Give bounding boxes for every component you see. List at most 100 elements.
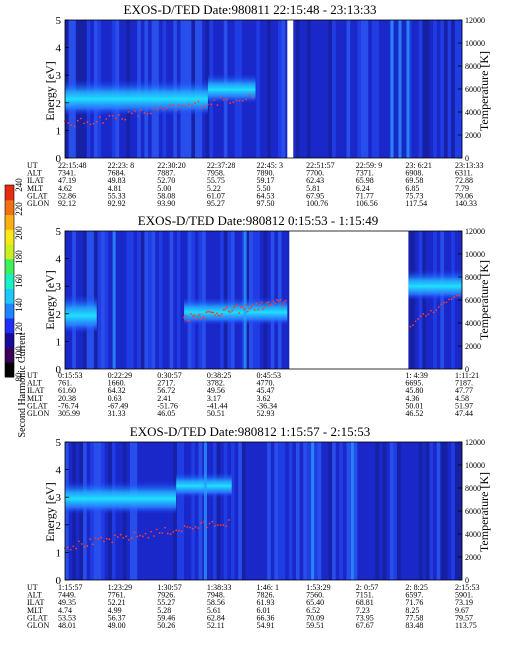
temperature-point	[164, 526, 166, 529]
orbit-table-cell: -41.44	[207, 401, 228, 410]
orbit-table-cell: 6311.	[455, 169, 473, 178]
orbit-table-cell: 1:15:57	[58, 583, 82, 592]
temperature-point	[130, 112, 133, 115]
orbit-table-cell: 6597.	[405, 591, 423, 600]
orbit-table-cell: 64.32	[108, 386, 126, 395]
temperature-point	[159, 106, 162, 108]
temperature-point	[440, 303, 443, 306]
orbit-table-cell: -51.76	[157, 401, 178, 410]
spectrogram-column	[234, 442, 239, 580]
temperature-point	[445, 301, 448, 304]
orbit-table-cell: 1:23:29	[108, 583, 132, 592]
temperature-point	[168, 104, 171, 107]
y2-tick-label: 2000	[465, 553, 481, 562]
temperature-point	[238, 100, 241, 102]
temperature-point	[243, 308, 246, 311]
temperature-point	[215, 312, 218, 315]
temperature-point	[272, 300, 275, 303]
temperature-point	[114, 534, 116, 537]
spectrogram-column	[332, 20, 336, 158]
y-tick-label: 0	[56, 364, 62, 376]
y2-tick-label: 8000	[465, 273, 481, 282]
temperature-point	[248, 93, 251, 96]
orbit-table-cell: 7560.	[306, 591, 324, 600]
temperature-point	[274, 302, 277, 305]
temperature-point	[417, 318, 420, 320]
y2-tick-label: 6000	[465, 296, 481, 305]
panel-1: EXOS-D/TED Date:980811 22:15:48 - 23:13:…	[27, 2, 491, 208]
temperature-point	[118, 114, 120, 116]
orbit-table-cell: 65.98	[356, 176, 374, 185]
temperature-point	[453, 296, 456, 298]
spectrogram-column	[115, 231, 120, 369]
orbit-table-cell: 22:23: 8	[108, 161, 134, 170]
temperature-point	[89, 538, 91, 541]
spectrogram-column	[342, 20, 347, 158]
orbit-table-cell: 2.41	[157, 394, 171, 403]
temperature-point	[108, 538, 111, 541]
orbit-table-cell: 0:15:53	[58, 371, 82, 380]
spectrogram-column	[411, 442, 416, 580]
spectrogram-column	[292, 20, 297, 158]
panel-3-plot-area	[64, 442, 463, 580]
temperature-point	[193, 314, 196, 317]
spectrogram-column	[137, 231, 142, 369]
spectrogram-column	[176, 231, 181, 369]
temperature-point	[83, 546, 86, 548]
orbit-table-cell: 71.76	[405, 598, 423, 607]
orbit-table-cell: 1:11:21	[455, 371, 479, 380]
colorbar-segment	[5, 303, 14, 319]
temperature-point	[75, 547, 78, 550]
colorbar-tick-label: 120	[14, 322, 24, 336]
data-gap	[289, 230, 409, 370]
temperature-point	[232, 101, 235, 104]
temperature-point	[102, 122, 105, 124]
temperature-point	[258, 303, 261, 306]
colorbar-segment	[5, 244, 14, 260]
orbit-row-label: UT	[27, 583, 38, 592]
orbit-table-cell: 22:45: 3	[257, 161, 283, 170]
spectrogram-column	[169, 231, 174, 369]
orbit-table-cell: 75.73	[405, 191, 423, 200]
temperature-point	[169, 533, 172, 535]
orbit-table-cell: 83.48	[405, 621, 423, 630]
temperature-point	[197, 527, 200, 529]
temperature-point	[443, 301, 445, 304]
temperature-point	[241, 305, 244, 308]
colorbar-segment	[5, 185, 14, 201]
orbit-table-cell: 6908.	[405, 169, 423, 178]
temperature-point	[227, 310, 230, 313]
spectrogram-column	[436, 442, 441, 580]
orbit-table-cell: 6.85	[405, 184, 419, 193]
temperature-point	[427, 313, 430, 316]
temperature-point	[435, 309, 438, 312]
temperature-point	[228, 519, 230, 521]
colorbar-tick-label: 80	[14, 372, 24, 382]
spectrogram-column	[375, 20, 380, 158]
spectrogram-column	[353, 20, 358, 158]
orbit-table-cell: 7761.	[108, 591, 126, 600]
spectrogram-column	[418, 442, 423, 580]
spectrogram-column	[433, 442, 438, 580]
orbit-table-cell: 7890.	[257, 169, 275, 178]
y-tick-label: 2	[56, 309, 62, 321]
temperature-point	[414, 320, 417, 323]
temperature-point	[86, 121, 89, 124]
temperature-point	[105, 118, 108, 120]
orbit-table-cell: 22:59: 9	[356, 161, 382, 170]
orbit-table-cell: 7449.	[58, 591, 76, 600]
orbit-table-cell: 71.77	[356, 191, 374, 200]
spectrogram-column	[212, 442, 217, 580]
orbit-table-cell: 2: 8:25	[405, 583, 427, 592]
temperature-point	[143, 112, 146, 114]
temperature-point	[183, 525, 186, 527]
temperature-point	[207, 103, 209, 106]
panel-1-title: EXOS-D/TED Date:980811 22:15:48 - 23:13:…	[124, 2, 377, 17]
colorbar-segment	[5, 229, 14, 245]
temperature-point	[181, 104, 184, 107]
spectrogram-column	[382, 442, 387, 580]
temperature-point	[139, 534, 141, 537]
energy-band	[184, 297, 288, 325]
